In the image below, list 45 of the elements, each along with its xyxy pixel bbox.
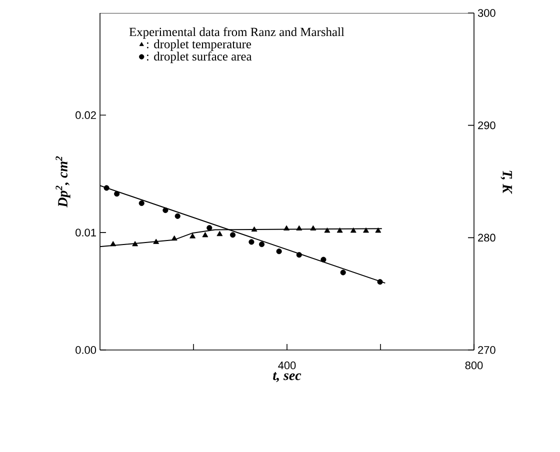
point [296, 225, 302, 230]
y2-axis-title: T, K [500, 170, 512, 194]
legend-label: : droplet surface area [146, 52, 252, 64]
point [104, 185, 110, 191]
y-axis-title: Dp$^{2}$, cm$^{2}$ [56, 156, 70, 208]
y-tick-label: 0.01 [76, 228, 96, 236]
point [114, 191, 120, 197]
x-axis-title: t, sec [273, 372, 302, 382]
point [202, 232, 208, 238]
point [350, 228, 356, 233]
y2-tick-label: 300 [478, 9, 496, 17]
legend-title: Experimental data from Ranz and Marshall [129, 27, 344, 39]
x-tick-label: 800 [465, 362, 483, 370]
point [320, 256, 326, 262]
y-tick-label: 0.02 [76, 111, 96, 120]
point [251, 226, 258, 232]
point [258, 242, 265, 248]
y2-tick-label: 290 [478, 121, 496, 130]
point [153, 238, 160, 244]
point [132, 241, 138, 246]
point [138, 200, 144, 206]
point [110, 241, 116, 246]
point [190, 233, 196, 238]
point [174, 213, 180, 219]
y2-tick-label: 270 [478, 346, 496, 354]
x-tick-label: 400 [278, 362, 296, 370]
point [340, 270, 346, 276]
point [171, 235, 178, 241]
point [276, 248, 282, 254]
y2-tick-label: 280 [478, 234, 496, 242]
point [336, 228, 343, 233]
point [296, 252, 302, 258]
point [375, 228, 382, 233]
point [324, 228, 330, 233]
point [284, 225, 290, 230]
point [363, 228, 369, 233]
y-tick-label: 0.00 [76, 346, 96, 354]
point [248, 239, 254, 245]
point [162, 207, 168, 214]
point [377, 279, 383, 285]
point [216, 230, 223, 236]
point [206, 225, 212, 231]
legend-label: : droplet temperature [146, 40, 252, 51]
point [230, 232, 236, 238]
point [310, 225, 316, 230]
